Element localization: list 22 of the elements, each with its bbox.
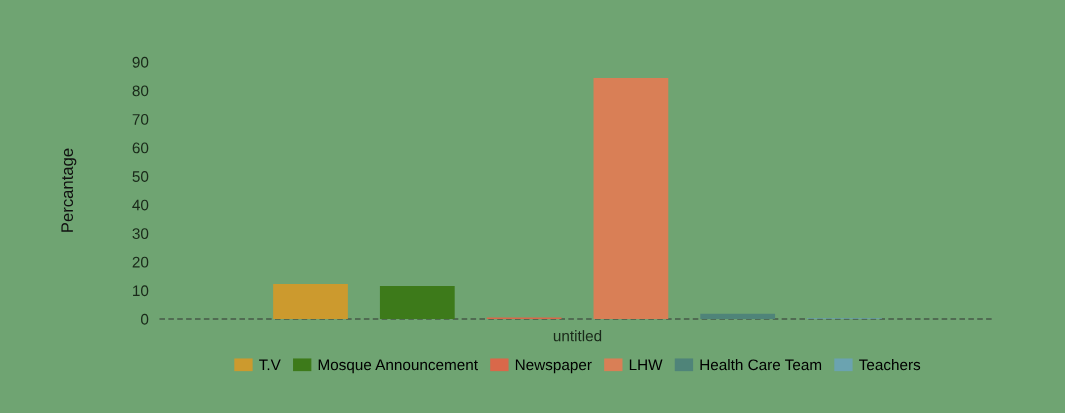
y-tick-label: 50 <box>132 171 149 182</box>
x-tick-label: untitled <box>553 330 602 342</box>
bar <box>700 313 776 319</box>
y-tick-label: 10 <box>133 285 149 297</box>
legend-label: Teachers <box>859 358 921 371</box>
bar <box>593 77 669 319</box>
y-tick-label: 0 <box>140 313 149 325</box>
legend-label: Newspaper <box>515 359 592 374</box>
legend-label: T.V <box>259 359 281 371</box>
y-tick-label: 90 <box>132 56 149 68</box>
bar <box>379 285 455 319</box>
legend-label: LHW <box>629 359 663 371</box>
bar <box>273 283 348 319</box>
y-tick-label: 80 <box>132 85 149 97</box>
y-tick-label: 30 <box>132 228 149 240</box>
y-axis-title: Percantage <box>61 148 77 232</box>
legend-label: Health Care Team <box>700 358 822 371</box>
y-tick-label: 60 <box>132 142 149 154</box>
y-tick-label: 40 <box>132 199 149 211</box>
y-tick-label: 20 <box>132 256 149 268</box>
legend-label: Mosque Announcement <box>318 359 478 374</box>
y-tick-label: 70 <box>132 113 149 125</box>
